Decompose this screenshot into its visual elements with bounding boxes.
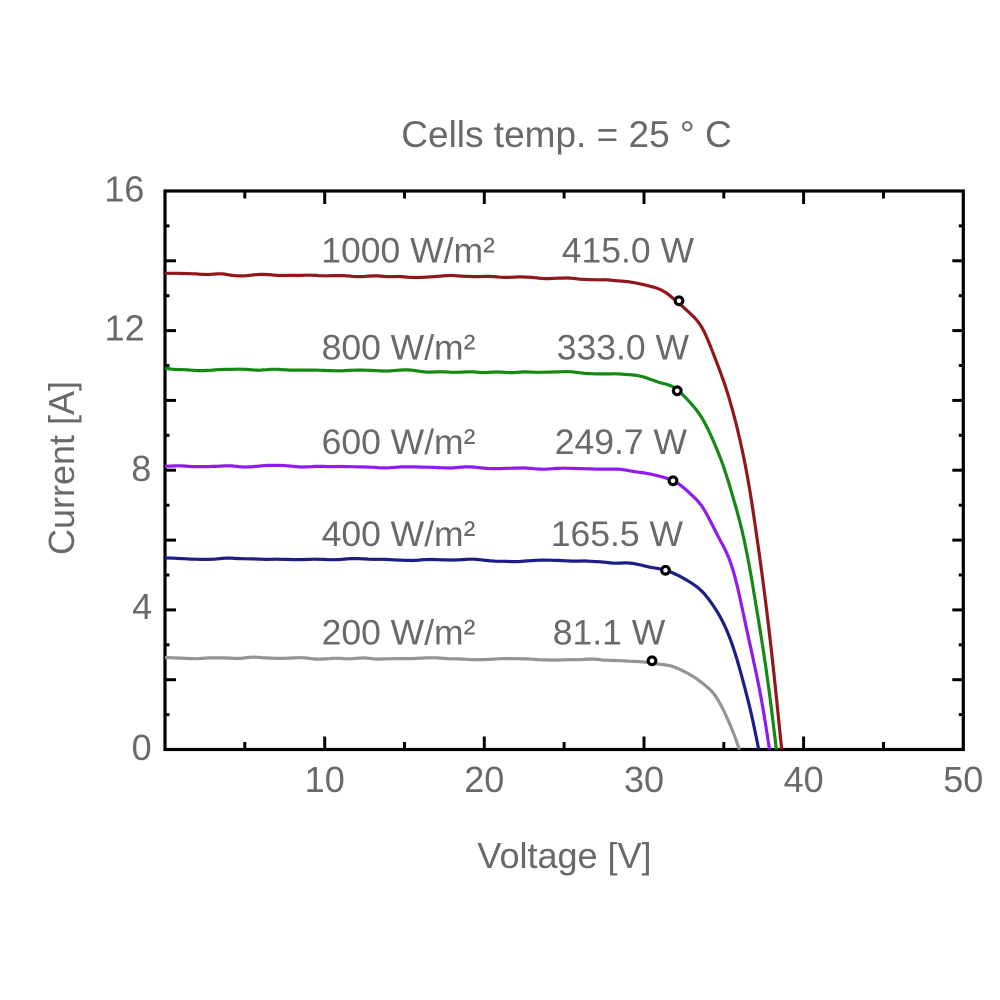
svg-text:249.7 W: 249.7 W — [555, 422, 688, 462]
svg-text:4: 4 — [132, 586, 152, 627]
svg-text:1000 W/m²: 1000 W/m² — [321, 230, 495, 270]
svg-text:81.1 W: 81.1 W — [553, 613, 666, 653]
svg-text:30: 30 — [624, 759, 664, 800]
svg-text:800 W/m²: 800 W/m² — [322, 328, 476, 368]
svg-text:12: 12 — [105, 307, 145, 348]
svg-text:600 W/m²: 600 W/m² — [322, 422, 476, 462]
svg-text:10: 10 — [305, 759, 345, 800]
svg-text:Cells temp. = 25 ° C: Cells temp. = 25 ° C — [401, 114, 731, 155]
svg-text:20: 20 — [464, 759, 504, 800]
svg-text:8: 8 — [131, 448, 151, 489]
svg-text:400 W/m²: 400 W/m² — [322, 514, 476, 554]
svg-text:333.0 W: 333.0 W — [557, 328, 690, 368]
svg-text:40: 40 — [784, 759, 824, 800]
svg-text:0: 0 — [132, 727, 152, 768]
svg-text:50: 50 — [943, 759, 983, 800]
svg-text:Voltage [V]: Voltage [V] — [477, 835, 651, 876]
svg-text:415.0 W: 415.0 W — [562, 230, 695, 270]
svg-text:Current [A]: Current [A] — [41, 381, 82, 555]
svg-text:165.5 W: 165.5 W — [551, 514, 684, 554]
svg-text:16: 16 — [104, 168, 144, 209]
svg-text:200 W/m²: 200 W/m² — [322, 613, 476, 653]
